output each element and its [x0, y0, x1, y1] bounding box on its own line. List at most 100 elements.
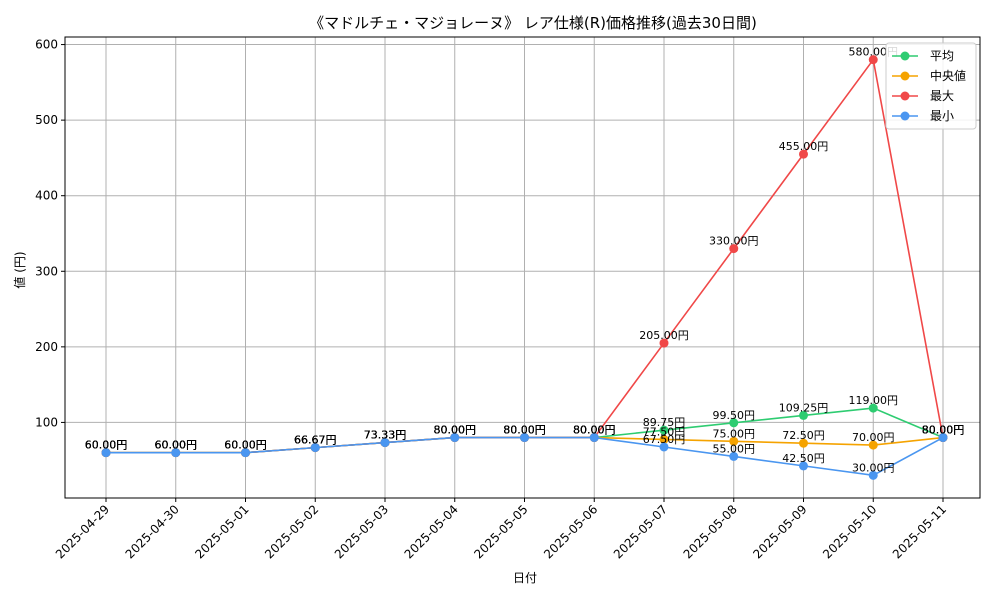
- data-label: 67.50円: [643, 433, 686, 446]
- legend-marker: [900, 71, 910, 81]
- data-label: 99.50円: [713, 409, 756, 422]
- y-tick-label: 500: [35, 113, 58, 127]
- data-point: [799, 149, 808, 159]
- data-point: [799, 461, 808, 471]
- y-axis-ticks: 100 200 300 400 500 600: [35, 38, 65, 429]
- data-label: 80.00円: [503, 424, 546, 437]
- y-axis-label: 値 (円): [12, 251, 27, 288]
- data-point: [868, 440, 878, 450]
- data-label: 119.00円: [849, 394, 899, 407]
- data-label: 89.75円: [643, 416, 686, 429]
- data-label: 60.00円: [224, 439, 267, 452]
- x-tick-label: 2025-04-29: [53, 502, 112, 561]
- data-label: 60.00円: [155, 439, 198, 452]
- data-label: 80.00円: [922, 424, 965, 437]
- y-tick-label: 300: [35, 264, 58, 278]
- data-label: 60.00円: [155, 439, 198, 452]
- data-point: [659, 338, 669, 348]
- x-tick-label: 2025-04-30: [123, 502, 182, 561]
- data-point: [868, 470, 878, 480]
- data-label: 80.00円: [573, 424, 616, 437]
- x-tick-label: 2025-05-03: [332, 502, 391, 561]
- x-tick-label: 2025-05-10: [820, 502, 879, 561]
- x-tick-label: 2025-05-02: [262, 502, 321, 561]
- data-point: [938, 433, 948, 443]
- x-tick-label: 2025-05-11: [890, 502, 949, 561]
- data-label: 60.00円: [224, 439, 267, 452]
- legend-marker: [900, 91, 910, 101]
- y-tick-label: 400: [35, 189, 58, 203]
- x-tick-label: 2025-05-01: [192, 502, 251, 561]
- data-point: [241, 448, 250, 458]
- data-label: 330.00円: [709, 235, 759, 248]
- data-point: [659, 425, 669, 435]
- data-label: 60.00円: [85, 439, 128, 452]
- data-label: 55.00円: [713, 442, 756, 455]
- x-axis-label: 日付: [513, 571, 537, 585]
- data-label: 80.00円: [503, 424, 546, 437]
- data-point: [171, 448, 181, 458]
- legend-label: 最大: [930, 89, 954, 103]
- data-label: 73.33円: [364, 429, 407, 442]
- data-point: [799, 410, 808, 420]
- data-label: 455.00円: [779, 140, 829, 153]
- x-tick-label: 2025-05-04: [402, 502, 461, 561]
- legend-label: 中央値: [930, 68, 966, 83]
- chart-title: 《マドルチェ・マジョレーヌ》 レア仕様(R)価格推移(過去30日間): [309, 14, 757, 32]
- data-point: [659, 434, 669, 444]
- data-label: 80.00円: [434, 424, 477, 437]
- data-point: [729, 436, 739, 446]
- data-label: 80.00円: [573, 424, 616, 437]
- legend-label: 最小: [930, 109, 954, 123]
- y-tick-label: 200: [35, 340, 58, 354]
- data-label: 60.00円: [85, 439, 128, 452]
- legend-label: 平均: [930, 49, 954, 63]
- x-tick-label: 2025-05-06: [541, 502, 600, 561]
- data-label: 60.00円: [85, 439, 128, 452]
- data-label: 205.00円: [639, 329, 689, 342]
- x-tick-label: 2025-05-07: [611, 502, 670, 561]
- data-label: 66.67円: [294, 434, 337, 447]
- data-label: 72.50円: [782, 429, 825, 442]
- data-point: [729, 451, 739, 461]
- x-tick-label: 2025-05-05: [471, 502, 530, 561]
- data-label: 73.33円: [364, 429, 407, 442]
- data-label: 70.00円: [852, 431, 895, 444]
- data-label: 80.00円: [434, 424, 477, 437]
- data-label: 73.33円: [364, 429, 407, 442]
- data-label: 80.00円: [434, 424, 477, 437]
- data-label: 60.00円: [155, 439, 198, 452]
- data-label: 80.00円: [922, 424, 965, 437]
- data-label: 66.67円: [294, 434, 337, 447]
- data-point: [589, 433, 599, 443]
- y-tick-label: 600: [35, 38, 58, 52]
- data-label: 80.00円: [434, 424, 477, 437]
- data-label: 60.00円: [85, 439, 128, 452]
- data-label: 30.00円: [852, 461, 895, 474]
- data-label: 60.00円: [155, 439, 198, 452]
- data-point: [868, 55, 878, 65]
- data-point: [450, 433, 460, 443]
- series-layer: [101, 55, 948, 480]
- data-point: [101, 448, 111, 458]
- data-label: 109.25円: [779, 401, 829, 414]
- x-tick-label: 2025-05-08: [681, 502, 740, 561]
- data-label: 77.50円: [643, 425, 686, 438]
- data-point: [520, 433, 529, 443]
- data-label: 66.67円: [294, 434, 337, 447]
- legend-marker: [900, 51, 910, 61]
- data-label: 80.00円: [922, 424, 965, 437]
- data-label: 42.50円: [782, 452, 825, 465]
- data-point: [310, 443, 320, 453]
- y-tick-label: 100: [35, 415, 58, 429]
- data-label: 75.00円: [713, 427, 756, 440]
- data-label: 60.00円: [224, 439, 267, 452]
- x-tick-label: 2025-05-09: [750, 502, 809, 561]
- data-point: [729, 244, 739, 254]
- data-label: 80.00円: [922, 424, 965, 437]
- data-label: 60.00円: [224, 439, 267, 452]
- data-point: [380, 438, 390, 448]
- legend-box: [885, 42, 977, 130]
- data-label: 66.67円: [294, 434, 337, 447]
